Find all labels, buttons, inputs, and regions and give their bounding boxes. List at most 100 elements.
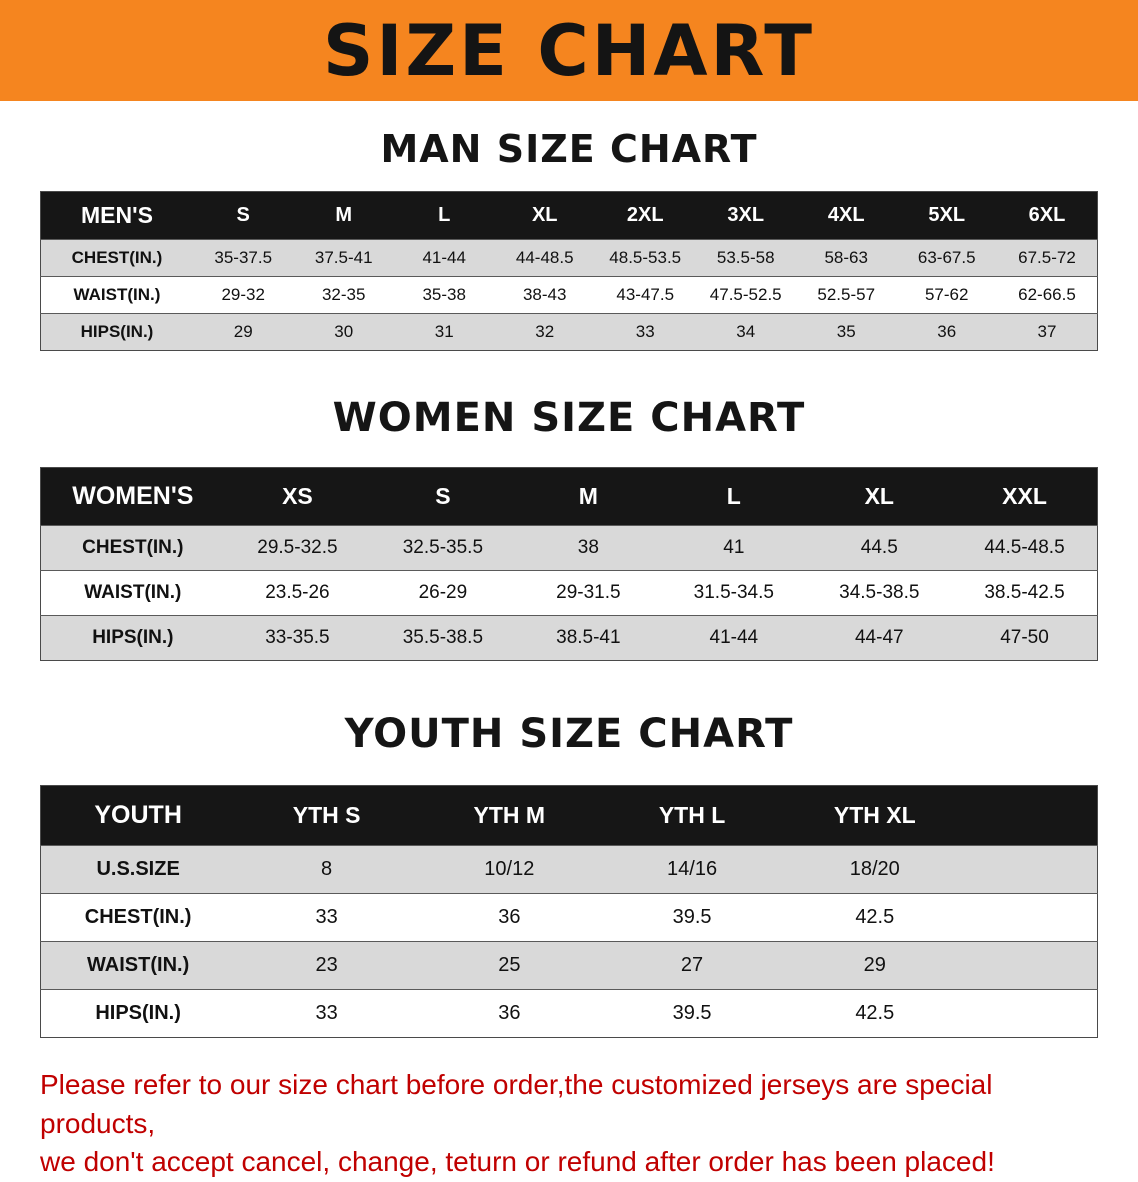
table-row: CHEST(IN.) 35-37.5 37.5-41 41-44 44-48.5 48.5… xyxy=(40,239,1098,277)
table-row: WAIST(IN.) 29-32 32-35 35-38 38-43 43-47.5 47.… xyxy=(40,276,1098,314)
value-cell: 37 xyxy=(1037,322,1057,341)
banner-title: SIZE CHART xyxy=(322,9,816,92)
value-cell: 34 xyxy=(736,322,756,341)
value-cell: 29-31.5 xyxy=(556,582,621,603)
row-label-cell: CHEST(IN.) xyxy=(71,248,163,267)
value-cell: 35-37.5 xyxy=(214,248,273,267)
filler-cell xyxy=(966,894,1097,942)
size-header-cell: S xyxy=(192,191,294,240)
value-cell: 32.5-35.5 xyxy=(402,537,484,558)
disclaimer-line-2: we don't accept cancel, change, teturn o… xyxy=(40,1146,995,1178)
value-cell: 33-35.5 xyxy=(265,627,330,648)
value-cell: 23 xyxy=(315,954,338,976)
value-cell: 42.5 xyxy=(855,906,895,928)
value-cell: 36 xyxy=(498,906,521,928)
size-header-cell: L xyxy=(661,467,807,526)
size-header-cell: 3XL xyxy=(695,191,796,240)
value-cell: 47-50 xyxy=(1000,627,1049,648)
value-cell: 14/16 xyxy=(667,858,718,880)
value-cell: 38.5-42.5 xyxy=(984,582,1065,603)
table-row: WAIST(IN.) 23.5-26 26-29 29-31.5 31.5-34.5 34… xyxy=(40,570,1098,616)
value-cell: 36 xyxy=(498,1002,521,1024)
value-cell: 38 xyxy=(577,537,599,558)
value-cell: 41 xyxy=(723,537,745,558)
row-label-cell: U.S.SIZE xyxy=(96,858,180,880)
size-chart-banner: SIZE CHART xyxy=(0,0,1138,101)
table-row: U.S.SIZE 8 10/12 14/16 18/20 xyxy=(40,845,1098,894)
size-header-cell: 2XL xyxy=(594,191,696,240)
value-cell: 62-66.5 xyxy=(1018,285,1076,304)
size-header-cell: YTH XL xyxy=(783,785,967,846)
filler-cell xyxy=(966,990,1097,1038)
filler-cell xyxy=(966,942,1097,990)
women-size-table: WOMEN'S XS S M L XL XXL CHEST(IN.) 29.5-32.5 32.5… xyxy=(40,467,1098,661)
value-cell: 34.5-38.5 xyxy=(839,582,920,603)
value-cell: 63-67.5 xyxy=(917,248,976,267)
value-cell: 32-35 xyxy=(321,285,366,304)
table-title-cell: WOMEN'S xyxy=(40,467,225,526)
header-row: WOMEN'S XS S M L XL XXL xyxy=(40,467,1098,526)
value-cell: 58-63 xyxy=(824,248,868,267)
value-cell: 44.5-48.5 xyxy=(984,537,1065,558)
value-cell: 29-32 xyxy=(221,285,265,304)
filler-cell xyxy=(966,846,1097,894)
row-label-cell: WAIST(IN.) xyxy=(73,285,161,304)
men-size-section: MAN SIZE CHART MEN'S S M L XL 2XL 3XL 4XL 5XL 6XL… xyxy=(0,127,1138,351)
row-label-cell: WAIST(IN.) xyxy=(87,954,190,976)
size-header-cell: M xyxy=(515,467,662,526)
men-size-table: MEN'S S M L XL 2XL 3XL 4XL 5XL 6XL CHEST(IN.) 35-37… xyxy=(40,191,1098,351)
table-title-cell: YOUTH xyxy=(40,785,236,846)
size-header-cell: YTH S xyxy=(235,785,418,846)
value-cell: 44-48.5 xyxy=(515,248,574,267)
value-cell: 29.5-32.5 xyxy=(257,537,338,558)
header-row: YOUTH YTH S YTH M YTH L YTH XL xyxy=(40,785,1098,846)
disclaimer: Please refer to our size chart before or… xyxy=(40,1066,1102,1182)
value-cell: 43-47.5 xyxy=(616,285,675,304)
value-cell: 33 xyxy=(315,906,338,928)
value-cell: 57-62 xyxy=(924,285,969,304)
size-header-cell: M xyxy=(293,191,394,240)
row-label-cell: HIPS(IN.) xyxy=(80,322,154,341)
table-title-cell: MEN'S xyxy=(40,191,193,240)
value-cell: 23.5-26 xyxy=(265,582,330,603)
value-cell: 44.5 xyxy=(860,537,898,558)
value-cell: 35 xyxy=(836,322,856,341)
table-row: WAIST(IN.) 23 25 27 29 xyxy=(40,941,1098,990)
value-cell: 31.5-34.5 xyxy=(693,582,774,603)
row-label-cell: WAIST(IN.) xyxy=(84,582,182,603)
value-cell: 47.5-52.5 xyxy=(709,285,782,304)
size-header-cell: XXL xyxy=(952,467,1098,526)
value-cell: 39.5 xyxy=(672,1002,712,1024)
value-cell: 44-47 xyxy=(854,627,904,648)
value-cell: 30 xyxy=(334,322,354,341)
value-cell: 39.5 xyxy=(672,906,712,928)
women-section-heading: WOMEN SIZE CHART xyxy=(332,395,806,441)
value-cell: 31 xyxy=(434,322,454,341)
value-cell: 25 xyxy=(498,954,521,976)
value-cell: 29 xyxy=(233,322,253,341)
size-header-cell: L xyxy=(393,191,495,240)
value-cell: 32 xyxy=(535,322,555,341)
table-row: HIPS(IN.) 33-35.5 35.5-38.5 38.5-41 41-44 44-… xyxy=(40,615,1098,661)
value-cell: 41-44 xyxy=(709,627,759,648)
value-cell: 8 xyxy=(321,858,333,880)
value-cell: 67.5-72 xyxy=(1018,248,1076,267)
value-cell: 48.5-53.5 xyxy=(609,248,682,267)
value-cell: 35.5-38.5 xyxy=(402,627,484,648)
women-size-section: WOMEN SIZE CHART WOMEN'S XS S M L XL XXL CHEST(… xyxy=(0,395,1138,661)
filler-cell xyxy=(966,785,1098,846)
size-header-cell: XL xyxy=(494,191,595,240)
value-cell: 35-38 xyxy=(422,285,466,304)
size-header-cell: YTH M xyxy=(417,785,601,846)
value-cell: 27 xyxy=(680,954,704,976)
value-cell: 52.5-57 xyxy=(817,285,876,304)
value-cell: 38.5-41 xyxy=(556,627,621,648)
value-cell: 42.5 xyxy=(855,1002,895,1024)
size-header-cell: XL xyxy=(806,467,953,526)
value-cell: 41-44 xyxy=(422,248,466,267)
row-label-cell: CHEST(IN.) xyxy=(84,906,192,928)
size-header-cell: 4XL xyxy=(795,191,897,240)
table-row: HIPS(IN.) 29 30 31 32 33 34 35 36 37 xyxy=(40,313,1098,351)
value-cell: 29 xyxy=(863,954,886,976)
value-cell: 38-43 xyxy=(522,285,567,304)
